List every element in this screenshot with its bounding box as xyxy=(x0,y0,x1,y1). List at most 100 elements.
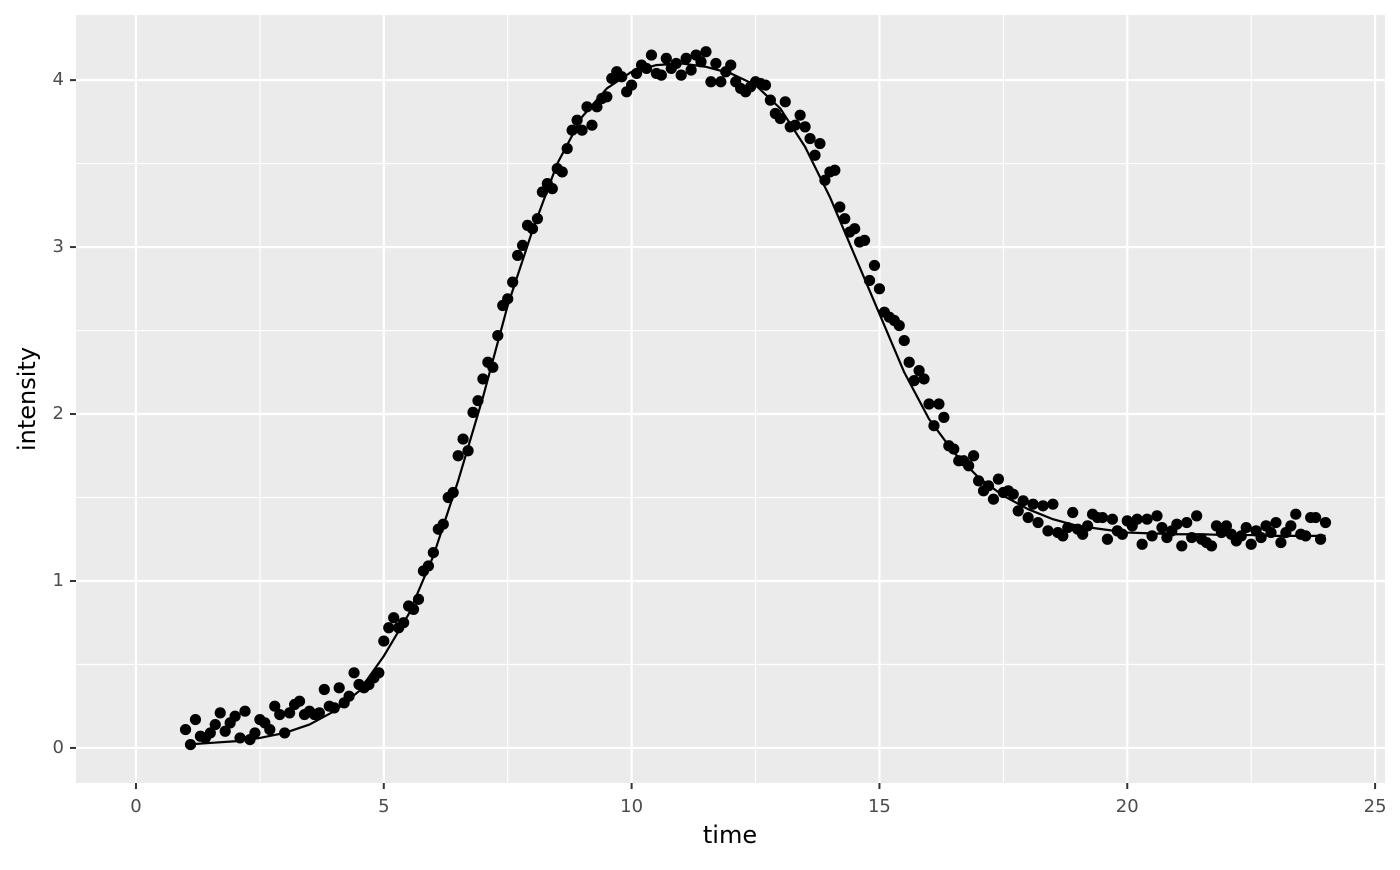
data-point xyxy=(467,406,479,418)
data-point xyxy=(269,700,281,712)
data-point xyxy=(1057,530,1069,542)
data-point xyxy=(645,49,658,61)
data-point xyxy=(725,59,737,71)
data-point xyxy=(1240,521,1252,534)
data-point xyxy=(710,57,722,70)
data-point xyxy=(1285,520,1297,532)
x-tick-label: 25 xyxy=(1364,796,1387,817)
data-point xyxy=(834,201,846,213)
data-point xyxy=(556,166,568,178)
data-point xyxy=(1037,500,1049,512)
data-point xyxy=(829,164,841,176)
fit-line xyxy=(185,62,1326,746)
data-point xyxy=(1270,516,1282,529)
data-point xyxy=(601,91,613,103)
data-point xyxy=(1171,518,1183,530)
data-point xyxy=(1176,540,1188,552)
data-point xyxy=(963,460,975,472)
data-point xyxy=(779,96,791,108)
data-point xyxy=(1077,528,1089,540)
data-point xyxy=(1220,520,1232,532)
data-point xyxy=(383,622,395,634)
data-point xyxy=(804,132,816,145)
data-point xyxy=(938,411,950,423)
data-point xyxy=(512,249,524,262)
data-point xyxy=(1106,513,1118,525)
data-point xyxy=(189,713,202,726)
data-point xyxy=(814,137,826,150)
data-point xyxy=(179,723,192,736)
data-point xyxy=(333,682,345,694)
data-point xyxy=(214,707,226,719)
data-point xyxy=(933,398,945,410)
data-point xyxy=(675,69,687,81)
data-point xyxy=(1290,508,1302,520)
data-point xyxy=(348,667,360,679)
data-point xyxy=(685,64,697,76)
data-point xyxy=(1310,511,1322,524)
data-point xyxy=(313,707,325,719)
data-point xyxy=(680,52,692,65)
data-point xyxy=(923,398,935,410)
data-point xyxy=(968,450,980,462)
data-layer xyxy=(179,46,1332,751)
data-point xyxy=(799,121,811,133)
data-point xyxy=(858,234,871,246)
data-point xyxy=(1047,498,1059,510)
data-point xyxy=(1032,516,1044,529)
x-tick-label: 10 xyxy=(620,796,643,817)
data-point xyxy=(839,213,851,225)
data-point xyxy=(477,373,489,385)
data-point xyxy=(794,109,806,121)
data-point xyxy=(809,149,821,161)
data-point xyxy=(586,119,598,131)
data-point xyxy=(1151,510,1163,522)
data-point xyxy=(1022,511,1034,524)
data-point xyxy=(457,433,469,445)
data-point xyxy=(566,124,578,136)
data-point xyxy=(1181,516,1193,529)
y-axis-title: intensity xyxy=(13,347,41,451)
data-point xyxy=(1136,538,1148,550)
data-point xyxy=(873,283,886,295)
y-tick-label: 4 xyxy=(53,69,64,90)
data-point xyxy=(1141,513,1153,525)
data-point xyxy=(264,723,276,736)
y-tick-label: 1 xyxy=(53,570,64,591)
data-point xyxy=(516,239,529,251)
data-point xyxy=(849,223,861,235)
data-point xyxy=(759,79,772,91)
data-point xyxy=(274,708,286,721)
data-point xyxy=(1255,531,1267,544)
data-point xyxy=(626,79,638,91)
data-point xyxy=(373,667,385,679)
data-point xyxy=(1027,498,1039,510)
data-point xyxy=(293,695,306,707)
axes: 0 5 10 15 20 25 0 1 2 3 4 xyxy=(53,69,1387,817)
data-point xyxy=(913,365,925,377)
data-point xyxy=(992,473,1004,485)
data-point xyxy=(774,112,786,125)
data-point xyxy=(1131,513,1143,525)
data-point xyxy=(378,635,390,647)
data-point xyxy=(229,710,241,722)
data-point xyxy=(1007,488,1019,500)
data-point xyxy=(898,334,910,347)
data-point xyxy=(1067,506,1079,519)
x-tick-label: 5 xyxy=(378,796,389,817)
data-point xyxy=(1275,536,1287,549)
grid xyxy=(76,15,1385,783)
data-point xyxy=(318,683,330,696)
data-point xyxy=(918,373,930,385)
data-point xyxy=(249,727,261,739)
x-tick-label: 20 xyxy=(1116,796,1139,817)
data-point xyxy=(1017,495,1029,507)
data-point xyxy=(576,124,588,136)
data-point xyxy=(1191,510,1203,522)
data-point xyxy=(1042,525,1054,537)
plot-panel xyxy=(76,15,1385,783)
data-point xyxy=(388,612,400,624)
data-point xyxy=(1319,516,1332,529)
